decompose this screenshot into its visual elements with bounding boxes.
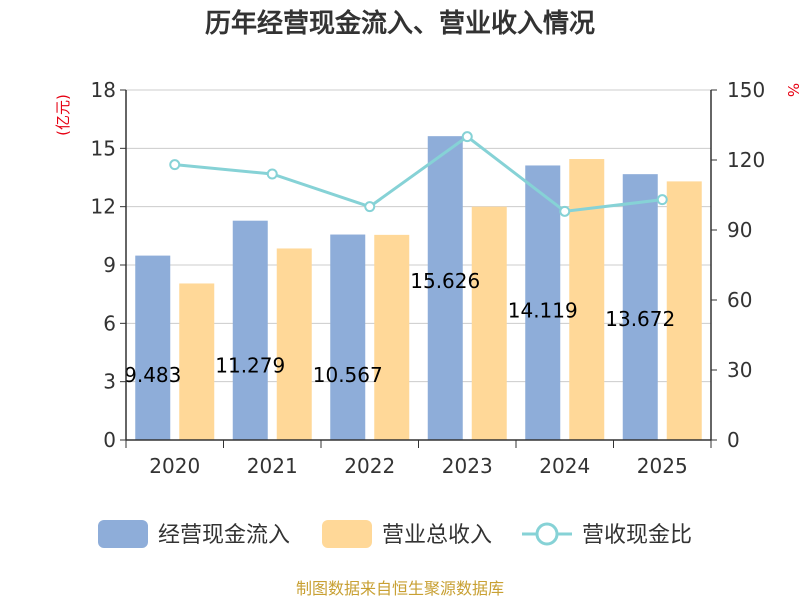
legend-swatch-revenue — [322, 520, 372, 548]
cash-inflow-bar — [135, 255, 171, 440]
revenue-bar — [276, 248, 312, 440]
ratio-point — [559, 205, 571, 217]
ratio-point — [364, 201, 376, 213]
axes-group: 0 3 6 9 12 15 18 0 30 60 90 120 150 2020 2021 2022 2023 2… — [91, 78, 766, 478]
cash-inflow-bar — [232, 220, 268, 440]
cash-inflow-bar — [525, 165, 561, 441]
legend-label-revenue: 营业总收入 — [382, 523, 492, 548]
left-tick-label: 0 — [103, 428, 116, 452]
legend-swatch-cash-inflow — [98, 520, 148, 548]
left-tick-label: 3 — [103, 370, 116, 394]
right-axis-unit: % — [784, 83, 800, 97]
revenue-bar — [471, 206, 507, 440]
right-tick-label: 120 — [727, 148, 765, 172]
data-source-note: 制图数据来自恒生聚源数据库 — [296, 579, 504, 598]
right-tick-label: 30 — [727, 358, 752, 382]
x-tick-label: 2023 — [442, 454, 493, 478]
x-tick-label: 2021 — [247, 454, 298, 478]
left-tick-label: 15 — [91, 136, 116, 160]
bar-value-label: 15.626 — [410, 269, 480, 293]
legend-label-cash-inflow: 经营现金流入 — [158, 523, 290, 548]
revenue-bar — [179, 283, 215, 440]
bar-value-label: 11.279 — [215, 354, 285, 378]
left-tick-label: 12 — [91, 195, 116, 219]
bar-value-label: 13.672 — [605, 307, 675, 331]
x-tick-label: 2025 — [637, 454, 688, 478]
x-tick-label: 2024 — [539, 454, 590, 478]
bars-group — [135, 136, 702, 441]
legend-label-ratio: 营收现金比 — [582, 523, 692, 548]
ratio-point — [266, 168, 278, 180]
cash-inflow-bar — [427, 136, 463, 440]
chart-title: 历年经营现金流入、营业收入情况 — [205, 8, 595, 39]
right-tick-label: 150 — [727, 78, 765, 102]
ratio-point — [656, 194, 668, 206]
right-tick-label: 60 — [727, 288, 752, 312]
left-tick-label: 6 — [103, 311, 116, 335]
left-tick-label: 9 — [103, 253, 116, 277]
bar-labels-group: 9.483 11.279 10.567 15.626 14.119 13.672 — [124, 269, 675, 387]
revenue-bar — [666, 181, 702, 440]
x-tick-label: 2020 — [149, 454, 200, 478]
cash-inflow-bar — [330, 234, 366, 440]
bar-value-label: 14.119 — [508, 298, 578, 322]
left-tick-label: 18 — [91, 78, 116, 102]
ratio-line-group — [169, 131, 668, 217]
bar-value-label: 10.567 — [313, 363, 383, 387]
x-tick-label: 2022 — [344, 454, 395, 478]
revenue-bar — [374, 234, 410, 440]
gridlines — [126, 89, 711, 383]
legend: 经营现金流入 营业总收入 营收现金比 — [98, 520, 692, 548]
legend-marker-ratio — [535, 522, 559, 546]
left-axis-unit: (亿元) — [54, 94, 72, 136]
ratio-point — [169, 159, 181, 171]
ratio-point — [461, 131, 473, 143]
cash-inflow-bar — [622, 174, 658, 440]
right-tick-label: 90 — [727, 218, 752, 242]
right-tick-label: 0 — [727, 428, 740, 452]
bar-value-label: 9.483 — [124, 363, 181, 387]
ratio-line — [174, 134, 663, 213]
